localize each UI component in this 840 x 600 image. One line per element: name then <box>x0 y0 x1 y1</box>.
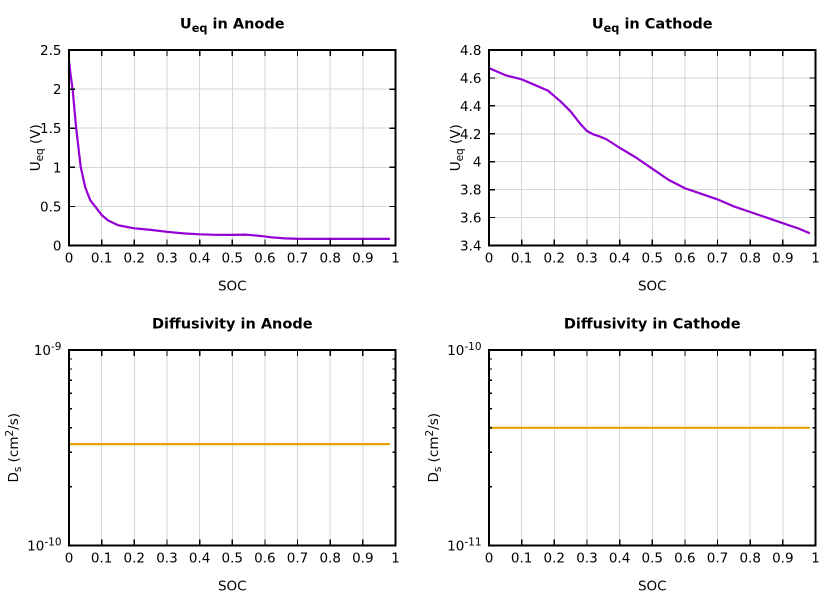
tick-marks <box>488 49 817 247</box>
x-tick-label: 0.8 <box>319 251 340 267</box>
series-line-ueq-anode <box>67 59 391 240</box>
x-tick-label: 0.3 <box>576 251 597 267</box>
x-tick-label: 0 <box>65 551 74 567</box>
tick-marks <box>68 49 397 247</box>
x-tick-label: 0.3 <box>576 551 597 567</box>
y-tick-label: 10-11 <box>447 537 481 555</box>
y-tick-label: 3.4 <box>460 239 481 255</box>
series-line-ueq-cathode <box>487 67 811 235</box>
chart-cell-ueq-anode: 0 0.1 0.2 0.3 0.4 0.5 0.6 0.7 0.8 0.9 1 0 0.5 1 1.5 2 2.… <box>0 0 420 300</box>
x-tick-label: 1 <box>391 551 400 567</box>
y-tick-label: 4.2 <box>460 127 481 143</box>
x-tick-label: 0.7 <box>287 251 308 267</box>
y-tick-label: 4.4 <box>460 99 481 115</box>
y-tick-label: 10-10 <box>447 341 481 359</box>
x-axis-label: SOC <box>638 579 667 595</box>
y-axis-label: Ds (cm2/s) <box>4 413 24 483</box>
chart-cell-diffusivity-cathode: 0 0.1 0.2 0.3 0.4 0.5 0.6 0.7 0.8 0.9 1 10-11 10-10 D… <box>420 300 840 600</box>
x-tick-label: 1 <box>391 251 400 267</box>
x-tick-label: 0.6 <box>254 251 275 267</box>
chart-ueq-cathode: 0 0.1 0.2 0.3 0.4 0.5 0.6 0.7 0.8 0.9 1 3.4 3.6 3.8 4 4… <box>448 17 820 295</box>
y-axis-label: Ueq (V) <box>28 124 46 171</box>
x-tick-label: 0 <box>485 551 494 567</box>
x-tick-label: 0.7 <box>707 251 728 267</box>
y-tick-label: 3.6 <box>460 211 481 227</box>
x-tick-label: 0.3 <box>156 251 177 267</box>
x-tick-label: 0.9 <box>352 551 373 567</box>
x-tick-label: 0.2 <box>124 251 145 267</box>
x-tick-label: 0.5 <box>642 251 663 267</box>
x-tick-label: 0.6 <box>254 551 275 567</box>
y-tick-label: 10-10 <box>27 537 61 555</box>
x-tick-label: 0.9 <box>772 251 793 267</box>
x-tick-label: 1 <box>811 251 820 267</box>
y-tick-label: 2 <box>53 82 62 98</box>
y-tick-label: 0.5 <box>40 199 61 215</box>
grid-lines <box>69 50 396 246</box>
x-tick-label: 0.4 <box>609 551 630 567</box>
y-tick-label: 4.8 <box>460 43 481 59</box>
chart-cell-diffusivity-anode: 0 0.1 0.2 0.3 0.4 0.5 0.6 0.7 0.8 0.9 1 10-10 10-9 Di… <box>0 300 420 600</box>
tick-marks <box>488 349 817 547</box>
grid-lines <box>489 50 816 246</box>
y-tick-label: 1.5 <box>40 121 61 137</box>
x-tick-label: 0.1 <box>91 251 112 267</box>
x-axis-label: SOC <box>218 579 247 595</box>
chart-title-ueq-anode: Ueq in Anode <box>180 17 285 35</box>
x-tick-label: 0.3 <box>156 551 177 567</box>
x-tick-label: 0.8 <box>739 251 760 267</box>
grid-lines <box>101 350 364 546</box>
x-tick-label: 0.1 <box>91 551 112 567</box>
x-tick-label: 0.5 <box>222 551 243 567</box>
x-tick-label: 0.2 <box>544 551 565 567</box>
y-tick-label: 3.8 <box>460 183 481 199</box>
x-tick-label: 1 <box>811 551 820 567</box>
tick-labels: 0 0.1 0.2 0.3 0.4 0.5 0.6 0.7 0.8 0.9 1 10-11 10-10 <box>447 341 820 566</box>
x-tick-label: 0.4 <box>189 251 210 267</box>
x-tick-label: 0.6 <box>674 251 695 267</box>
chart-title-diffusivity-anode: Diffusivity in Anode <box>152 317 313 333</box>
x-tick-label: 0.2 <box>124 551 145 567</box>
x-tick-label: 0.9 <box>352 251 373 267</box>
x-tick-label: 0 <box>485 251 494 267</box>
y-tick-label: 4 <box>473 155 482 171</box>
y-tick-label: 0 <box>53 239 62 255</box>
x-tick-label: 0.4 <box>189 551 210 567</box>
tick-marks <box>68 349 397 547</box>
x-tick-label: 0.5 <box>642 551 663 567</box>
chart-title-diffusivity-cathode: Diffusivity in Cathode <box>564 317 741 333</box>
tick-labels: 0 0.1 0.2 0.3 0.4 0.5 0.6 0.7 0.8 0.9 1 0 0.5 1 1.5 2 2.… <box>40 43 400 267</box>
x-tick-label: 0.9 <box>772 551 793 567</box>
y-axis-label: Ds (cm2/s) <box>424 413 444 483</box>
x-tick-label: 0.1 <box>511 251 532 267</box>
x-tick-label: 0.2 <box>544 251 565 267</box>
x-tick-label: 0.8 <box>739 551 760 567</box>
x-tick-label: 0.5 <box>222 251 243 267</box>
x-tick-label: 0.7 <box>707 551 728 567</box>
x-tick-label: 0.1 <box>511 551 532 567</box>
y-tick-label: 10-9 <box>34 341 62 359</box>
x-tick-label: 0 <box>65 251 74 267</box>
chart-diffusivity-cathode: 0 0.1 0.2 0.3 0.4 0.5 0.6 0.7 0.8 0.9 1 10-11 10-10 D… <box>424 317 820 595</box>
chart-diffusivity-anode: 0 0.1 0.2 0.3 0.4 0.5 0.6 0.7 0.8 0.9 1 10-10 10-9 Di… <box>4 317 400 595</box>
y-axis-label: Ueq (V) <box>448 124 466 171</box>
y-tick-label: 1 <box>53 160 62 176</box>
x-tick-label: 0.8 <box>319 551 340 567</box>
chart-cell-ueq-cathode: 0 0.1 0.2 0.3 0.4 0.5 0.6 0.7 0.8 0.9 1 3.4 3.6 3.8 4 4… <box>420 0 840 300</box>
x-tick-label: 0.7 <box>287 551 308 567</box>
grid-lines <box>521 350 784 546</box>
x-axis-label: SOC <box>638 279 667 295</box>
chart-title-ueq-cathode: Ueq in Cathode <box>592 17 713 35</box>
tick-labels: 0 0.1 0.2 0.3 0.4 0.5 0.6 0.7 0.8 0.9 1 3.4 3.6 3.8 4 4… <box>460 43 820 267</box>
x-tick-label: 0.4 <box>609 251 630 267</box>
x-tick-label: 0.6 <box>674 551 695 567</box>
y-tick-label: 4.6 <box>460 71 481 87</box>
chart-ueq-anode: 0 0.1 0.2 0.3 0.4 0.5 0.6 0.7 0.8 0.9 1 0 0.5 1 1.5 2 2.… <box>28 17 400 295</box>
x-axis-label: SOC <box>218 279 247 295</box>
tick-labels: 0 0.1 0.2 0.3 0.4 0.5 0.6 0.7 0.8 0.9 1 10-10 10-9 <box>27 341 400 566</box>
y-tick-label: 2.5 <box>40 43 61 59</box>
